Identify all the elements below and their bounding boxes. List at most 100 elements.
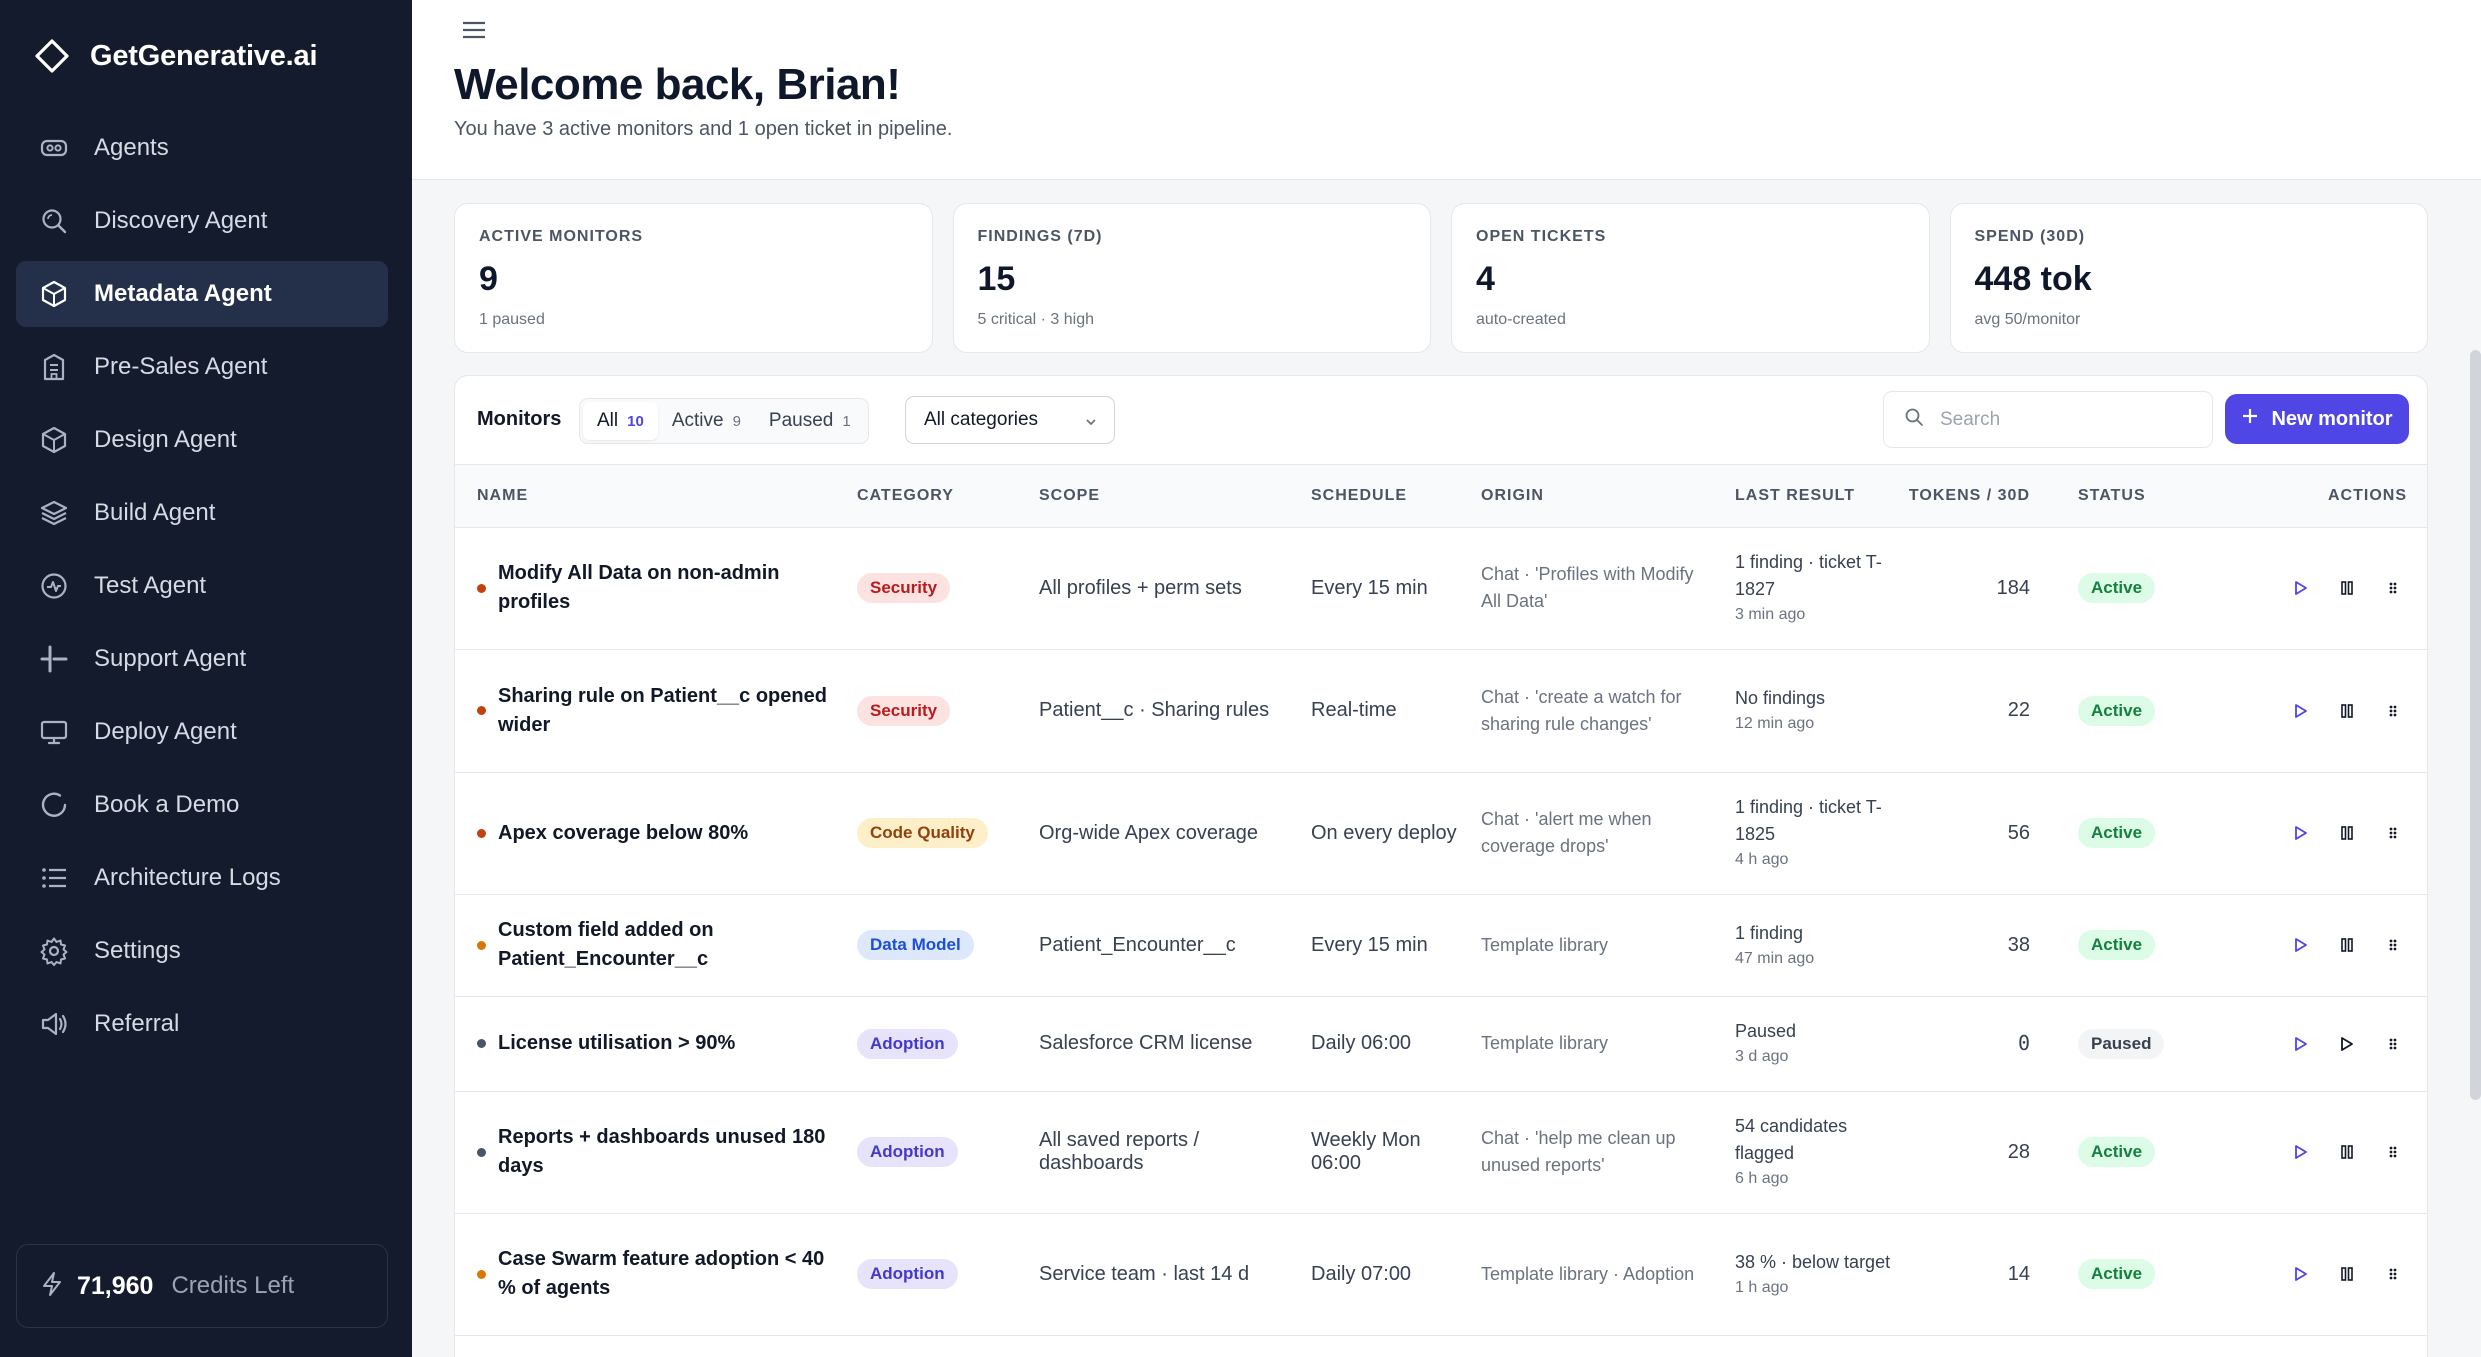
last-result-time: 12 min ago [1735, 715, 1815, 732]
drag-handle-icon[interactable] [2383, 1264, 2403, 1284]
filter-tab-paused[interactable]: Paused 1 [755, 402, 865, 440]
sidebar-item-design-agent[interactable]: Design Agent [16, 407, 388, 473]
sidebar-item-pre-sales-agent[interactable]: Pre-Sales Agent [16, 334, 388, 400]
stat-sub: 5 critical · 3 high [977, 311, 1095, 328]
monitor-name[interactable]: Sharing rule on Patient__c opened wider [498, 684, 827, 736]
monitor-name[interactable]: License utilisation > 90% [498, 1032, 736, 1054]
category-badge: Adoption [857, 1028, 958, 1059]
monitor-name[interactable]: Modify All Data on non-admin profiles [498, 562, 780, 613]
monitor-icon [38, 716, 70, 748]
drag-handle-icon[interactable] [2383, 1142, 2403, 1162]
last-result: Paused [1735, 1021, 1797, 1041]
drag-handle-icon[interactable] [2383, 1034, 2403, 1054]
sidebar-item-metadata-agent[interactable]: Metadata Agent [16, 261, 388, 327]
sidebar-item-label: Metadata Agent [94, 280, 272, 307]
filter-count: 9 [732, 412, 741, 430]
status-badge: Active [2078, 573, 2156, 603]
column-header-name[interactable]: NAME [455, 465, 835, 528]
category-badge: Data Model [857, 930, 974, 960]
stat-card-spend: SPEND (30D) 448 tok avg 50/monitor [1949, 203, 2428, 353]
sidebar-item-test-agent[interactable]: Test Agent [16, 553, 388, 619]
sidebar-item-settings[interactable]: Settings [16, 918, 388, 984]
stat-card-open-tickets: OPEN TICKETS 4 auto-created [1451, 203, 1930, 353]
sidebar-item-architecture-logs[interactable]: Architecture Logs [16, 845, 388, 911]
building-icon [38, 351, 70, 383]
run-icon[interactable] [2291, 1142, 2311, 1162]
box-icon [38, 424, 70, 456]
pause-icon[interactable] [2337, 701, 2357, 721]
column-header-scope[interactable]: SCOPE [1017, 465, 1289, 528]
table-row [455, 1335, 2427, 1357]
sidebar-item-referral[interactable]: Referral [16, 991, 388, 1057]
tokens-value: 38 [2007, 933, 2030, 956]
table-row[interactable]: Apex coverage below 80% Code Quality Org… [455, 772, 2427, 895]
filter-tab-all[interactable]: All 10 [583, 402, 658, 440]
main-content: Welcome back, Brian! You have 3 active m… [412, 0, 2481, 1357]
gear-icon [38, 935, 70, 967]
monitor-schedule: Real-time [1289, 649, 1459, 773]
table-row[interactable]: Custom field added on Patient_Encounter_… [455, 894, 2427, 997]
monitor-name[interactable]: Apex coverage below 80% [498, 821, 749, 844]
run-icon[interactable] [2291, 578, 2311, 598]
search-input[interactable]: Search [1883, 391, 2213, 448]
sidebar-item-label: Test Agent [94, 572, 207, 599]
pause-icon[interactable] [2337, 1142, 2357, 1162]
column-header-tokens[interactable]: TOKENS / 30D [1906, 465, 2056, 528]
diamond-logo-icon [34, 38, 70, 74]
column-header-schedule[interactable]: SCHEDULE [1289, 465, 1459, 528]
sidebar-item-agents[interactable]: Agents [16, 115, 388, 181]
page-scrollbar[interactable] [2470, 350, 2481, 1100]
sidebar-item-book-a-demo[interactable]: Book a Demo [16, 772, 388, 838]
monitor-schedule: Every 15 min [1289, 527, 1459, 650]
new-monitor-button[interactable]: New monitor [2225, 394, 2409, 444]
column-header-last-result[interactable]: LAST RESULT [1713, 465, 1906, 528]
monitor-origin: Chat · 'create a watch for sharing rule … [1481, 686, 1682, 734]
column-header-category[interactable]: CATEGORY [835, 465, 1017, 528]
sidebar-item-label: Deploy Agent [94, 718, 237, 745]
monitor-scope: All saved reports / dashboards [1017, 1091, 1289, 1214]
filter-tab-active[interactable]: Active 9 [658, 402, 755, 440]
run-icon[interactable] [2291, 701, 2311, 721]
drag-handle-icon[interactable] [2383, 578, 2403, 598]
drag-handle-icon[interactable] [2383, 701, 2403, 721]
column-header-origin[interactable]: ORIGIN [1459, 465, 1713, 528]
sidebar-item-support-agent[interactable]: Support Agent [16, 626, 388, 692]
pause-icon[interactable] [2337, 823, 2357, 843]
sidebar-item-build-agent[interactable]: Build Agent [16, 480, 388, 546]
hamburger-menu-icon[interactable] [460, 18, 488, 42]
monitor-name[interactable]: Custom field added on Patient_Encounter_… [498, 919, 714, 970]
stat-value: 15 [977, 260, 1016, 298]
severity-dot [477, 1039, 486, 1048]
monitor-name[interactable]: Reports + dashboards unused 180 days [498, 1126, 826, 1177]
run-icon[interactable] [2291, 1034, 2311, 1054]
credits-widget[interactable]: 71,960 Credits Left [16, 1244, 388, 1328]
monitor-name[interactable]: Case Swarm feature adoption < 40 % of ag… [498, 1248, 825, 1299]
resume-icon[interactable] [2337, 1034, 2357, 1054]
brand[interactable]: GetGenerative.ai [34, 38, 318, 74]
tokens-value: 0 [2017, 1031, 2030, 1055]
severity-dot [477, 1147, 486, 1157]
run-icon[interactable] [2291, 823, 2311, 843]
run-icon[interactable] [2291, 935, 2311, 955]
sidebar-nav: Agents Discovery Agent Metadata Agent Pr… [16, 115, 388, 1064]
pause-icon[interactable] [2337, 578, 2357, 598]
drag-handle-icon[interactable] [2383, 823, 2403, 843]
drag-handle-icon[interactable] [2383, 935, 2403, 955]
filter-label: Paused [768, 410, 834, 431]
cube-icon [38, 278, 70, 310]
table-row[interactable]: Sharing rule on Patient__c opened wider … [455, 649, 2427, 773]
last-result: 54 candidates flagged [1735, 1116, 1848, 1163]
sidebar-item-discovery-agent[interactable]: Discovery Agent [16, 188, 388, 254]
sidebar-item-deploy-agent[interactable]: Deploy Agent [16, 699, 388, 765]
pause-icon[interactable] [2337, 1264, 2357, 1284]
tokens-value: 28 [2007, 1140, 2030, 1163]
table-row[interactable]: Modify All Data on non-admin profiles Se… [455, 527, 2427, 650]
table-row[interactable]: License utilisation > 90% Adoption Sales… [455, 996, 2427, 1092]
category-select[interactable]: All categories [905, 396, 1115, 444]
table-row[interactable]: Case Swarm feature adoption < 40 % of ag… [455, 1213, 2427, 1336]
column-header-status[interactable]: STATUS [2056, 465, 2226, 528]
monitor-origin: Template library [1481, 934, 1609, 955]
run-icon[interactable] [2291, 1264, 2311, 1284]
pause-icon[interactable] [2337, 935, 2357, 955]
table-row[interactable]: Reports + dashboards unused 180 days Ado… [455, 1091, 2427, 1214]
